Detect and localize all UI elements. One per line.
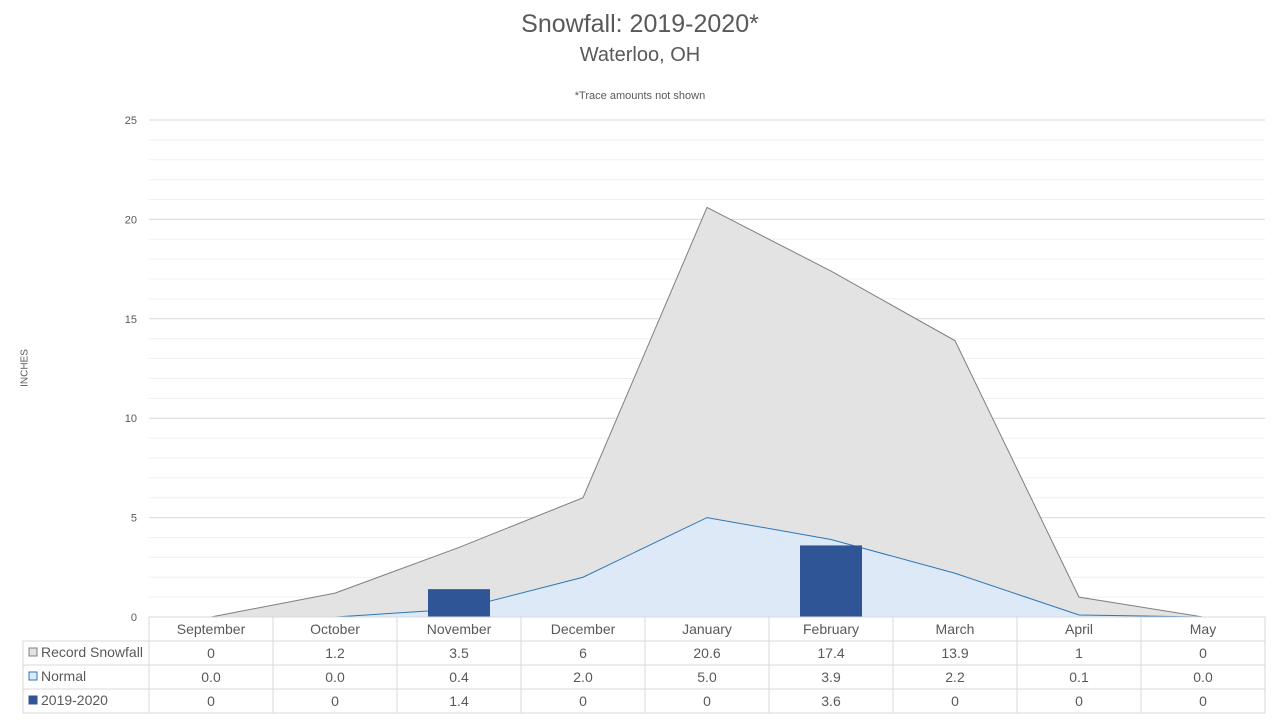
table-value: 0 [1199, 693, 1207, 709]
table-value: 0.1 [1069, 669, 1089, 685]
chart-subtitle: Waterloo, OH [579, 44, 701, 66]
area-fill-0 [211, 207, 1203, 618]
table-value: 1.4 [449, 693, 469, 709]
x-tick-label: February [803, 621, 859, 637]
area-fill-1 [211, 517, 1203, 617]
legend-key-2 [28, 695, 38, 705]
table-value: 0.0 [201, 669, 221, 685]
table-value: 0 [1075, 693, 1083, 709]
legend-key-0 [28, 647, 38, 657]
x-tick-label: October [310, 621, 360, 637]
x-tick-label: September [177, 621, 246, 637]
table-value: 0.0 [1193, 669, 1213, 685]
legend-entry: Record Snowfall [41, 644, 143, 660]
y-tick-label: 15 [125, 314, 137, 326]
table-value: 0 [703, 693, 711, 709]
x-tick-label: January [682, 621, 732, 637]
y-tick-label: 20 [125, 214, 137, 226]
table-value: 17.4 [817, 645, 844, 661]
y-tick-label: 5 [131, 513, 137, 525]
table-value: 6 [579, 645, 587, 661]
y-tick-label: 25 [125, 115, 137, 127]
x-tick-label: May [1190, 621, 1216, 637]
y-tick-label: 0 [131, 612, 137, 624]
chart-title: Snowfall: 2019-2020* [521, 10, 759, 38]
legend-key-1 [28, 671, 38, 681]
x-tick-label: November [427, 621, 492, 637]
table-value: 0 [207, 693, 215, 709]
x-tick-label: December [551, 621, 616, 637]
table-value: 3.9 [821, 669, 841, 685]
table-value: 3.6 [821, 693, 841, 709]
legend-entry: Normal [41, 668, 86, 684]
table-value: 0 [951, 693, 959, 709]
chart-note: *Trace amounts not shown [574, 90, 706, 102]
area-line-0 [210, 206, 1204, 618]
table-value: 3.5 [449, 645, 469, 661]
table-value: 0 [207, 645, 215, 661]
table-value: 0 [579, 693, 587, 709]
table-value: 2.0 [573, 669, 593, 685]
table-value: 0 [1199, 645, 1207, 661]
bar-2 [428, 589, 490, 617]
y-tick-label: 10 [125, 413, 137, 425]
table-value: 0.0 [325, 669, 345, 685]
table-value: 0.4 [449, 669, 469, 685]
x-tick-label: March [936, 621, 975, 637]
table-value: 1.2 [325, 645, 345, 661]
table-value: 5.0 [697, 669, 717, 685]
bar-5 [800, 545, 862, 617]
table-value: 2.2 [945, 669, 965, 685]
area-line-1 [211, 517, 1204, 618]
table-value: 1 [1075, 645, 1083, 661]
table-value: 0 [331, 693, 339, 709]
table-value: 20.6 [693, 645, 720, 661]
table-value: 13.9 [941, 645, 968, 661]
legend-entry: 2019-2020 [41, 692, 108, 708]
x-tick-label: April [1065, 621, 1093, 637]
